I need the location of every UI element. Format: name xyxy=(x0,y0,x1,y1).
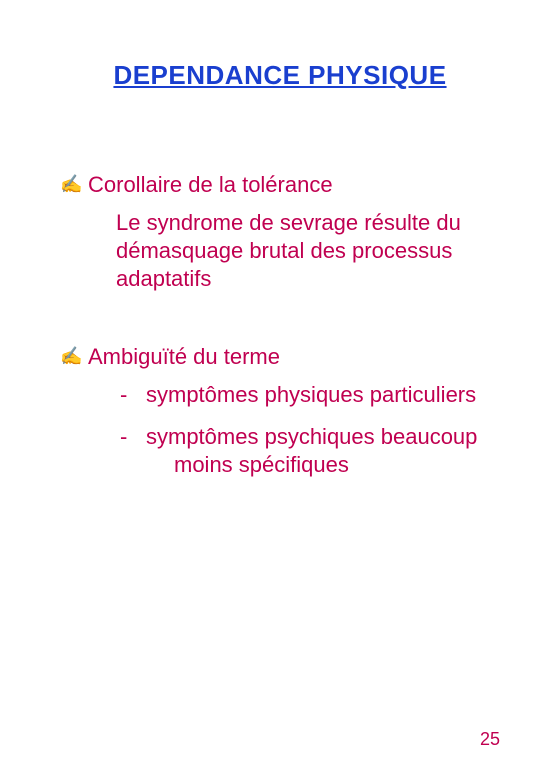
bullet-subtext-1: Le syndrome de sevrage résulte du démasq… xyxy=(116,209,500,293)
dash-item-2: - symptômes psychiques beaucoup moins sp… xyxy=(120,423,500,479)
dash-text-1: symptômes physiques particuliers xyxy=(146,381,500,409)
dash-text-2: symptômes psychiques beaucoup moins spéc… xyxy=(146,423,500,479)
dash-mark: - xyxy=(120,423,146,479)
dash-text-2-line1: symptômes psychiques beaucoup xyxy=(146,424,477,449)
bullet-heading-2: Ambiguïté du terme xyxy=(88,343,280,371)
bullet-heading-1: Corollaire de la tolérance xyxy=(88,171,333,199)
bullet-item-2: ✍ Ambiguïté du terme xyxy=(60,343,500,371)
slide-page: DEPENDANCE PHYSIQUE ✍ Corollaire de la t… xyxy=(0,0,540,780)
slide-title: DEPENDANCE PHYSIQUE xyxy=(60,60,500,91)
hand-writing-icon: ✍ xyxy=(60,343,88,371)
bullet-item-1: ✍ Corollaire de la tolérance xyxy=(60,171,500,199)
dash-item-1: - symptômes physiques particuliers xyxy=(120,381,500,409)
dash-text-2-line2: moins spécifiques xyxy=(146,451,500,479)
page-number: 25 xyxy=(480,729,500,750)
hand-writing-icon: ✍ xyxy=(60,171,88,199)
dash-mark: - xyxy=(120,381,146,409)
dash-list: - symptômes physiques particuliers - sym… xyxy=(120,381,500,479)
